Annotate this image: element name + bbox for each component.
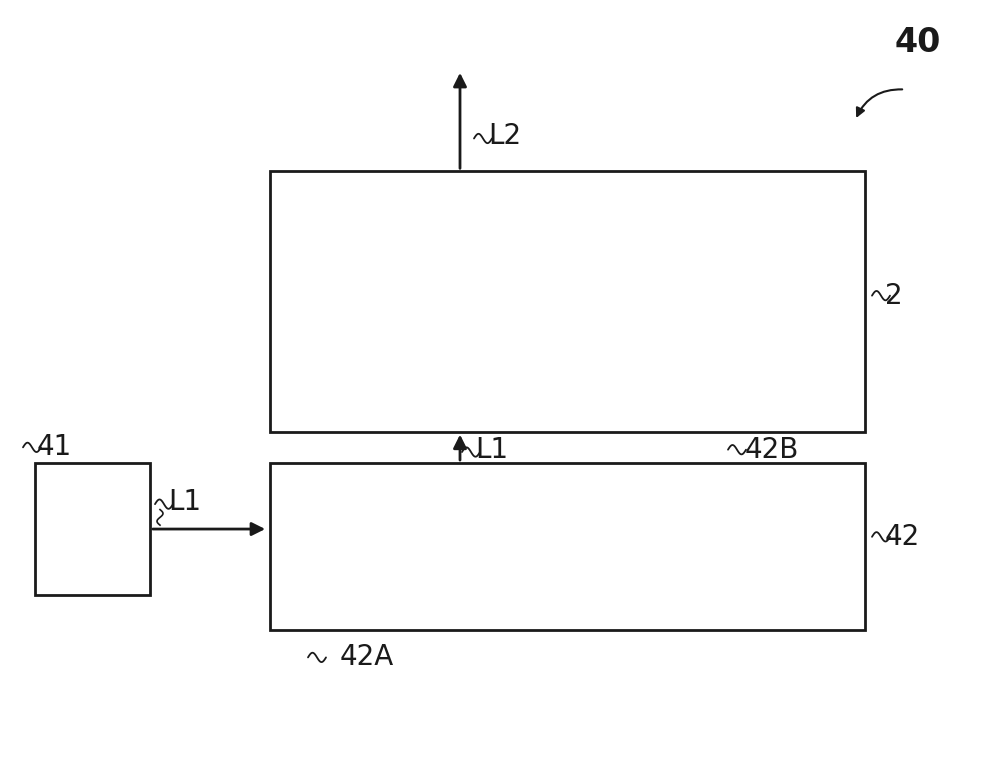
Text: 42: 42 <box>885 523 920 551</box>
Bar <box>35 463 150 595</box>
Text: L1: L1 <box>475 436 508 464</box>
Text: 2: 2 <box>885 282 903 310</box>
Text: L1: L1 <box>168 488 201 516</box>
Bar <box>270 463 865 630</box>
Text: L2: L2 <box>488 122 521 150</box>
FancyArrowPatch shape <box>857 89 902 116</box>
Bar <box>270 171 865 432</box>
Text: 42B: 42B <box>745 436 799 464</box>
Text: 42A: 42A <box>340 643 394 671</box>
Text: 40: 40 <box>895 26 941 59</box>
Text: 41: 41 <box>37 433 72 461</box>
